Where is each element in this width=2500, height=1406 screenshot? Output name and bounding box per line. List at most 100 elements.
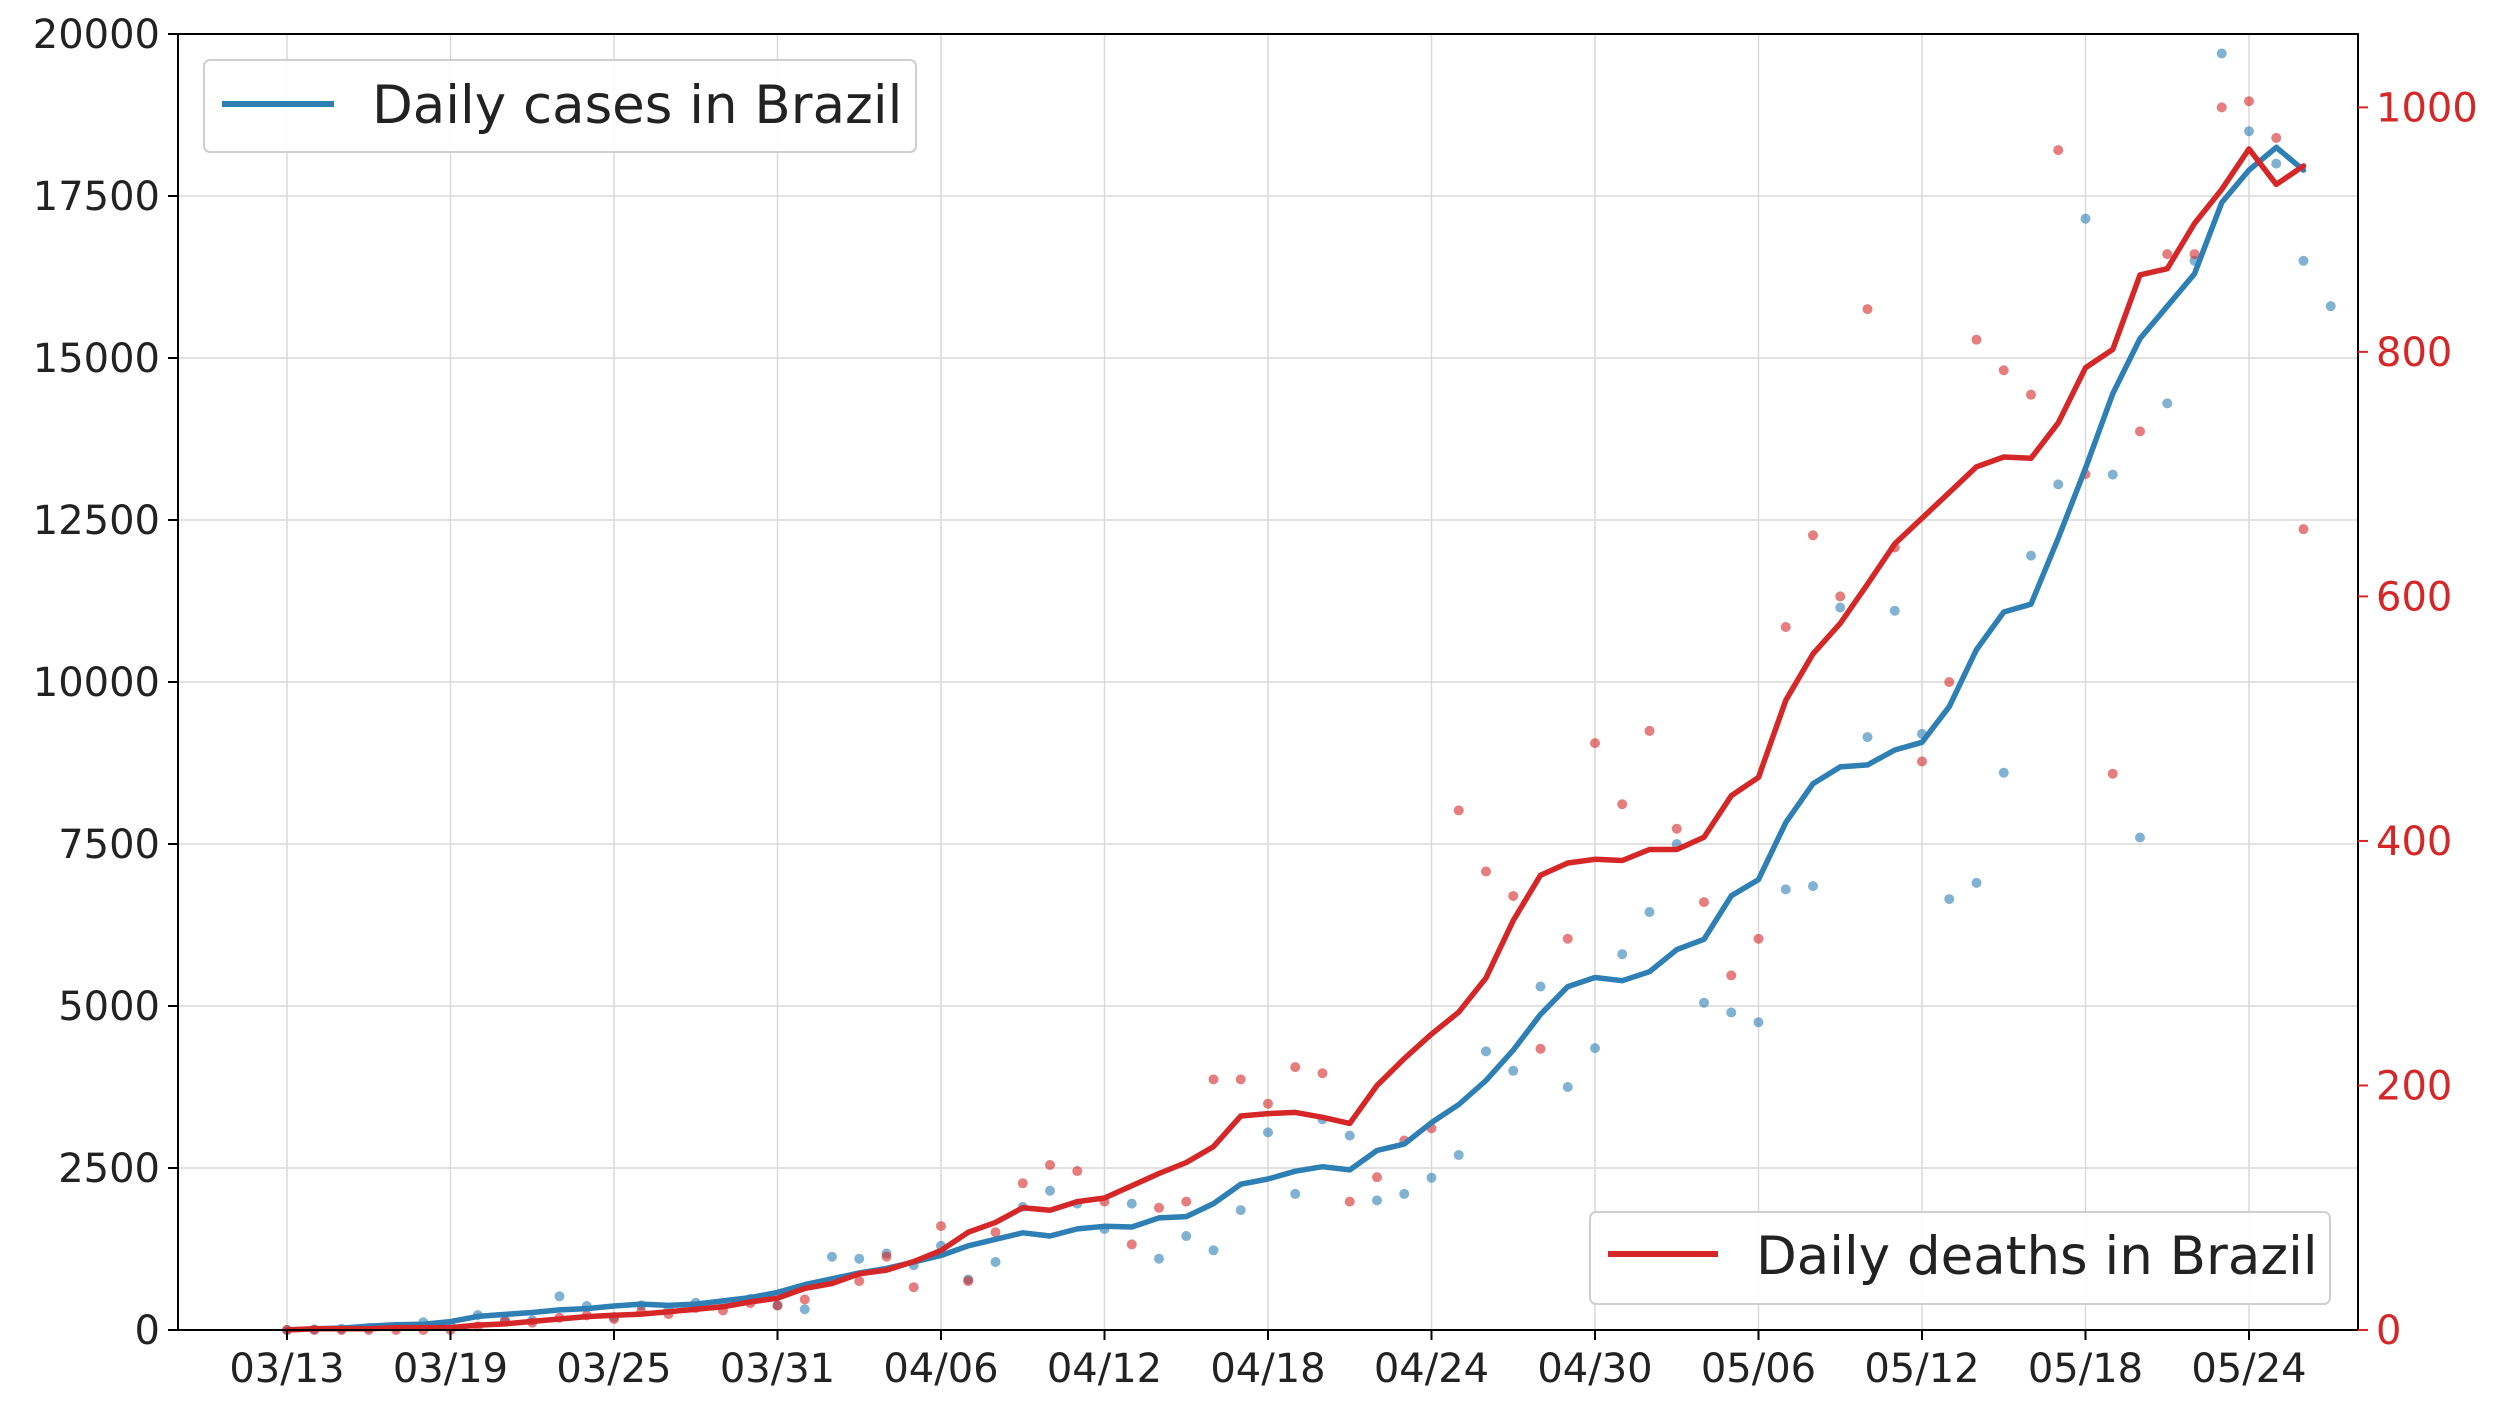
data-point [936,1221,946,1232]
data-point [1726,1007,1737,1018]
data-point [1126,1198,1137,1209]
y-left-tick-label: 5000 [58,984,160,1030]
data-point [1317,1068,1328,1079]
x-tick-label: 03/31 [720,1346,835,1392]
data-point [1944,677,1955,687]
data-point [990,1256,1001,1267]
data-point [1562,1082,1573,1092]
x-tick-label: 05/12 [1864,1346,1979,1392]
data-point [1835,602,1846,613]
data-point [2162,249,2173,260]
data-point [1699,897,1709,908]
series-lines [284,144,2307,1333]
data-point [1126,1239,1137,1250]
legend-box-cases [203,59,917,153]
data-point [2080,213,2091,224]
y-right-tick-label: 800 [2376,330,2452,376]
data-point [1045,1185,1055,1196]
y-right-tick-label: 1000 [2376,85,2478,131]
data-point [1235,1205,1246,1216]
data-point [2298,524,2309,535]
data-point [881,1251,892,1262]
x-tick-label: 04/06 [883,1346,998,1392]
data-point [799,1304,810,1315]
data-point [1181,1231,1192,1242]
data-point [1535,981,1546,992]
data-point [1508,1065,1519,1076]
data-point [854,1276,865,1287]
data-point [1590,1043,1600,1054]
data-point [1372,1172,1382,1183]
data-point [1808,881,1818,892]
data-point [2135,426,2145,437]
data-point [1671,823,1682,834]
data-point [1344,1196,1355,1207]
data-point [2026,550,2036,561]
y-right-tick-label: 600 [2376,574,2452,620]
legend-label-deaths: Daily deaths in Brazil [1756,1226,2318,1287]
y-left-tick-label: 2500 [58,1146,160,1192]
data-point [2216,48,2227,59]
y-right-tick-label: 0 [2376,1308,2401,1354]
data-point [1290,1062,1301,1073]
data-point [1780,884,1791,895]
data-point [908,1282,919,1293]
data-point [1372,1195,1382,1206]
data-point [2026,389,2036,400]
data-point [990,1227,1001,1238]
data-point [1971,334,1982,345]
data-point [2107,768,2118,779]
data-point [963,1276,974,1287]
data-point [2162,398,2173,409]
data-point [1181,1196,1192,1207]
data-point [1453,805,1464,816]
data-point [1208,1245,1219,1256]
legend-box-deaths [1589,1211,2331,1305]
data-point [1808,530,1818,541]
data-point [1998,365,2009,376]
scatter-dots [282,48,2336,1335]
data-point [554,1291,565,1302]
legend-label-cases: Daily cases in Brazil [372,75,902,136]
data-point [2271,158,2282,169]
data-point [1944,894,1955,905]
data-point [1154,1253,1164,1264]
data-point [799,1294,810,1305]
x-tick-label: 05/06 [1701,1346,1816,1392]
y-left-tick-label: 10000 [33,660,160,706]
data-point [1453,1150,1464,1161]
data-point [1399,1188,1410,1199]
data-point [1481,1046,1491,1057]
data-point [2244,96,2254,107]
data-point [1263,1127,1273,1138]
data-point [1644,907,1655,918]
data-point [772,1300,783,1311]
data-point [1045,1159,1055,1170]
data-point [1726,970,1737,981]
x-tick-label: 03/19 [393,1346,508,1392]
data-point [2298,255,2309,266]
data-point [2189,249,2200,260]
data-point [1535,1043,1546,1054]
legend-deaths: Daily deaths in Brazil [1589,1211,2331,1305]
data-point [2216,102,2227,113]
data-point [2053,145,2064,156]
y-left-tick-label: 7500 [58,822,160,868]
x-tick-label: 04/30 [1537,1346,1652,1392]
data-point [1072,1166,1083,1177]
x-tick-label: 05/24 [2191,1346,2306,1392]
x-tick-label: 03/25 [556,1346,671,1392]
data-point [1835,591,1846,602]
data-point [1644,725,1655,736]
data-point [1344,1130,1355,1141]
y-right-tick-label: 400 [2376,819,2452,865]
legend-cases: Daily cases in Brazil [203,59,917,153]
x-tick-label: 03/13 [229,1346,344,1392]
data-point [2271,132,2282,143]
data-point [1617,799,1628,810]
data-point [1263,1098,1273,1109]
x-tick-label: 05/18 [2028,1346,2143,1392]
data-point [2244,126,2254,137]
y-left-tick-label: 12500 [33,498,160,544]
